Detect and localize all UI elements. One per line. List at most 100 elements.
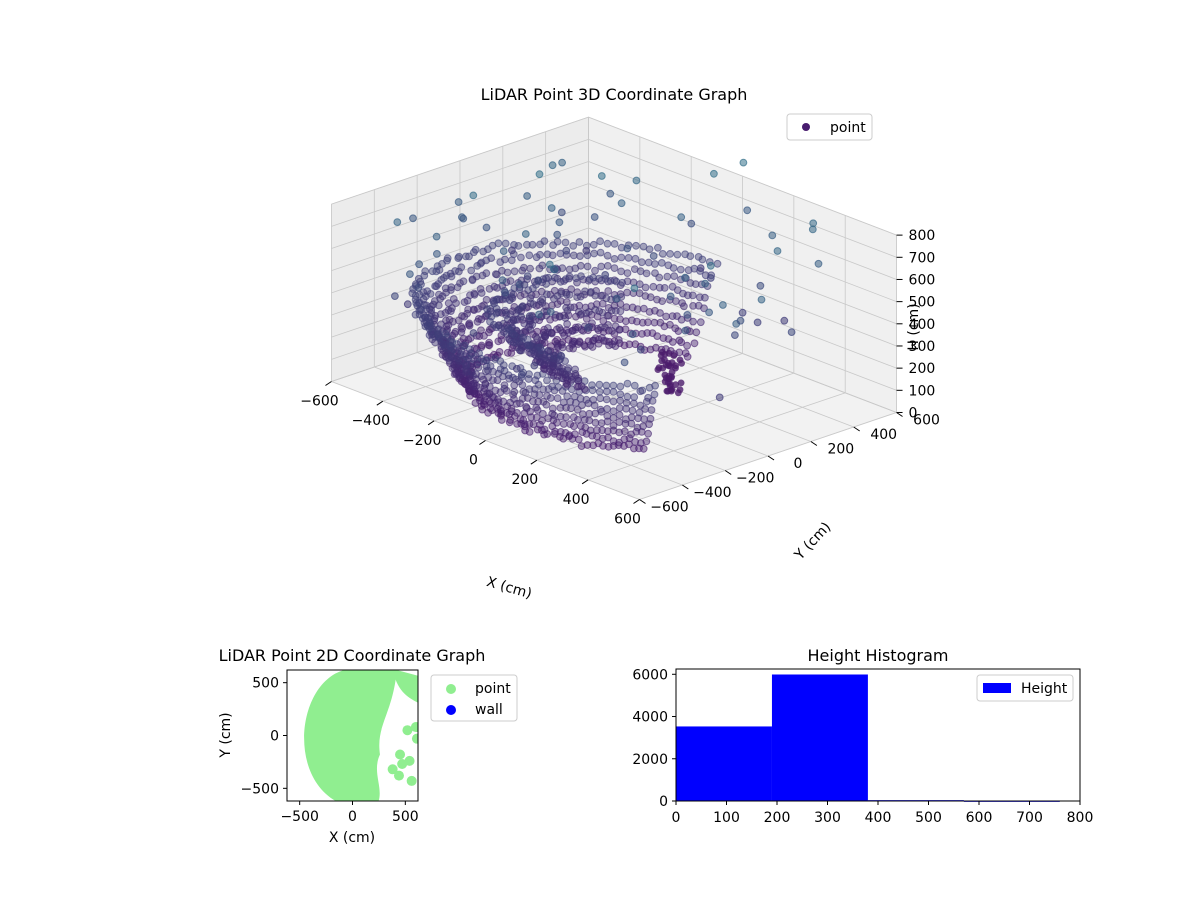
legend-3d-label: point (830, 120, 866, 136)
point-3d (500, 384, 509, 393)
point-3d (521, 230, 530, 238)
point-3d (608, 327, 616, 335)
point-3d (602, 381, 611, 390)
x-tick-label-hist: 400 (865, 810, 892, 826)
point-3d (676, 386, 684, 394)
point-3d (543, 376, 551, 385)
x-tick-mark-3d (427, 420, 435, 426)
point-3d (525, 312, 534, 321)
point-3d (498, 276, 507, 285)
point-3d (542, 400, 551, 409)
point-3d (625, 434, 634, 443)
point-3d (617, 267, 625, 276)
point-3d (681, 250, 689, 259)
point-3d (544, 347, 552, 356)
point-3d (545, 260, 554, 269)
point-3d (553, 394, 562, 403)
point-3d (517, 312, 525, 321)
z-tick-label-3d: 400 (909, 317, 936, 333)
point-3d (689, 302, 697, 310)
point-3d (715, 393, 724, 402)
point-3d (428, 267, 437, 276)
point-3d (647, 406, 656, 414)
point-3d (556, 404, 565, 412)
point-3d (610, 264, 619, 273)
point-3d (534, 380, 543, 389)
point-3d (597, 262, 606, 271)
point-3d (622, 303, 631, 312)
point-3d (664, 359, 672, 367)
point-3d (561, 238, 570, 247)
point-3d (451, 267, 460, 275)
point-3d (719, 301, 727, 309)
point-3d (445, 356, 454, 365)
point-3d (590, 213, 599, 221)
point-3d (523, 335, 532, 344)
point-3d (649, 252, 658, 260)
point-3d (509, 338, 518, 347)
point-3d (555, 218, 564, 227)
y-tick-mark-3d (896, 412, 903, 417)
point-3d (603, 251, 612, 260)
x-tick-label-hist: 0 (672, 810, 681, 826)
point-3d (651, 260, 659, 268)
point-3d (523, 192, 531, 200)
z-tick-label-3d: 200 (909, 361, 936, 377)
point-3d (518, 381, 527, 389)
point-3d (525, 420, 534, 429)
point-2d (397, 759, 408, 770)
point-3d (681, 326, 690, 335)
point-3d (556, 277, 565, 286)
point-3d (548, 404, 557, 413)
point-3d (468, 368, 476, 377)
point-3d (499, 319, 508, 328)
point-3d (450, 363, 459, 372)
y-tick-label-hist: 4000 (632, 710, 668, 726)
point-3d (616, 315, 624, 324)
grid-left-h (331, 271, 589, 360)
point-3d (548, 161, 557, 170)
x-tick-label-3d: 600 (614, 511, 641, 527)
point-3d (617, 253, 626, 262)
point-3d (516, 292, 525, 300)
z-tick-label-3d: 0 (909, 405, 918, 421)
y-tick-label-3d: 0 (794, 456, 803, 472)
point-3d (524, 286, 533, 295)
point-3d (439, 340, 448, 349)
point-3d (616, 396, 624, 405)
x-tick-mark-3d (530, 459, 538, 465)
point-2d (406, 775, 417, 786)
point-3d (696, 264, 705, 273)
y-tick-label-3d: −200 (736, 470, 774, 486)
point-3d (433, 250, 441, 258)
point-3d (650, 318, 659, 327)
point-3d (644, 258, 653, 267)
point-3d (496, 258, 505, 267)
point-3d (585, 409, 594, 418)
point-3d (588, 336, 597, 345)
point-3d (677, 379, 685, 387)
point-3d (630, 265, 639, 274)
point-3d (520, 280, 529, 289)
point-3d (602, 395, 611, 404)
point-3d (642, 437, 651, 446)
point-3d (736, 316, 745, 325)
point-3d (574, 374, 583, 383)
point-3d (525, 370, 533, 379)
z-tick-label-3d: 500 (909, 295, 936, 311)
point-3d (583, 441, 592, 449)
point-3d (510, 267, 519, 276)
point-3d (687, 219, 696, 228)
point-3d (677, 213, 686, 222)
point-3d (598, 299, 607, 308)
point-3d (646, 345, 655, 354)
point-3d (570, 422, 578, 431)
point-3d (482, 362, 491, 371)
point-3d (562, 298, 571, 306)
point-3d (681, 349, 690, 358)
point-3d (639, 242, 648, 251)
point-3d (505, 418, 514, 427)
point-3d (581, 342, 589, 351)
point-3d (465, 345, 474, 354)
point-3d (549, 241, 557, 250)
